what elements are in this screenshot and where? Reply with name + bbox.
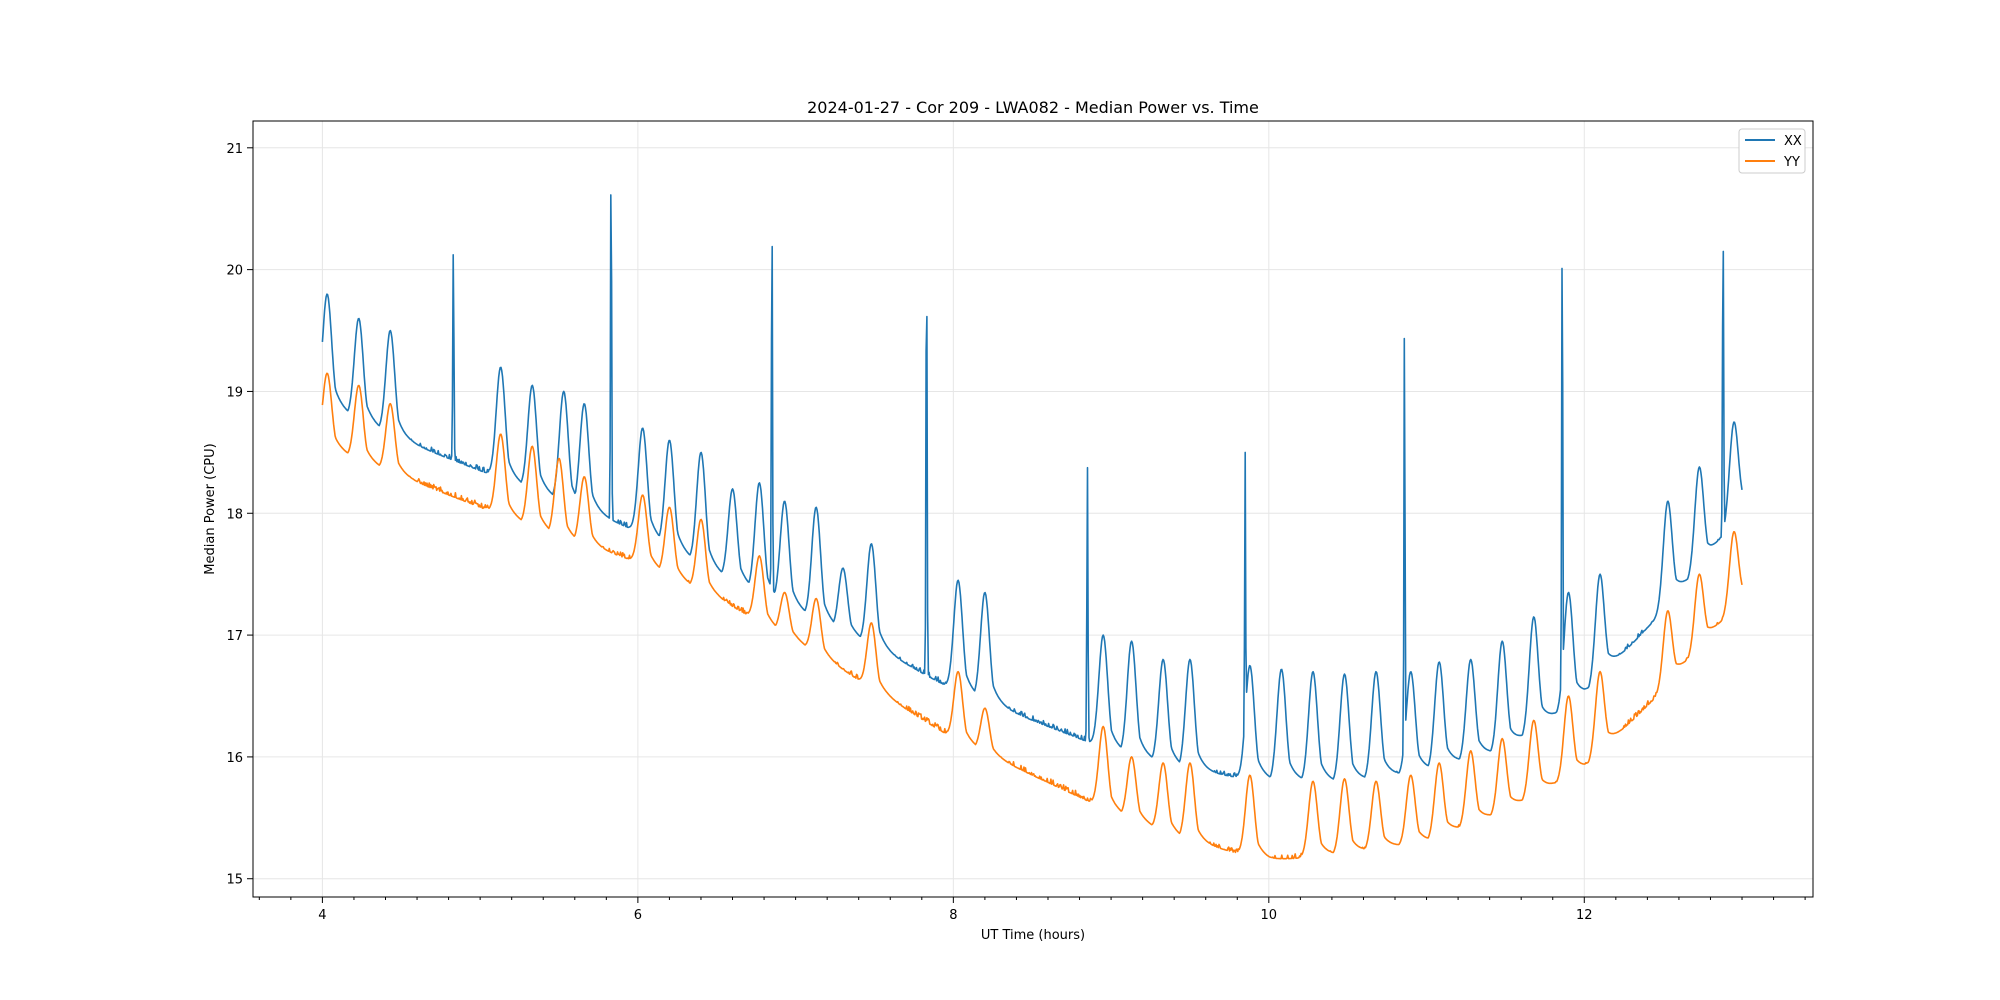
y-tick-label: 18 — [226, 507, 243, 522]
y-tick-label: 15 — [226, 873, 243, 888]
x-tick-label: 4 — [318, 908, 326, 923]
y-tick-label: 20 — [226, 264, 243, 279]
figure-background — [0, 0, 2000, 1000]
y-tick-label: 19 — [226, 385, 243, 400]
y-tick-label: 17 — [226, 629, 243, 644]
x-tick-label: 10 — [1261, 908, 1278, 923]
y-axis-label: Median Power (CPU) — [203, 443, 218, 574]
x-tick-label: 12 — [1576, 908, 1593, 923]
chart-figure: 4 6 8 10 12 15 16 17 18 19 20 21 2024-01-27 - Cor 2… — [0, 0, 2000, 1000]
x-axis-label: UT Time (hours) — [981, 928, 1085, 943]
legend: XX YY — [1739, 129, 1805, 173]
legend-label-yy: YY — [1783, 155, 1800, 170]
y-tick-label: 21 — [226, 142, 243, 157]
y-tick-label: 16 — [226, 751, 243, 766]
chart-title: 2024-01-27 - Cor 209 - LWA082 - Median P… — [807, 98, 1259, 117]
legend-label-xx: XX — [1784, 134, 1802, 149]
x-tick-label: 6 — [634, 908, 642, 923]
x-tick-label: 8 — [949, 908, 957, 923]
